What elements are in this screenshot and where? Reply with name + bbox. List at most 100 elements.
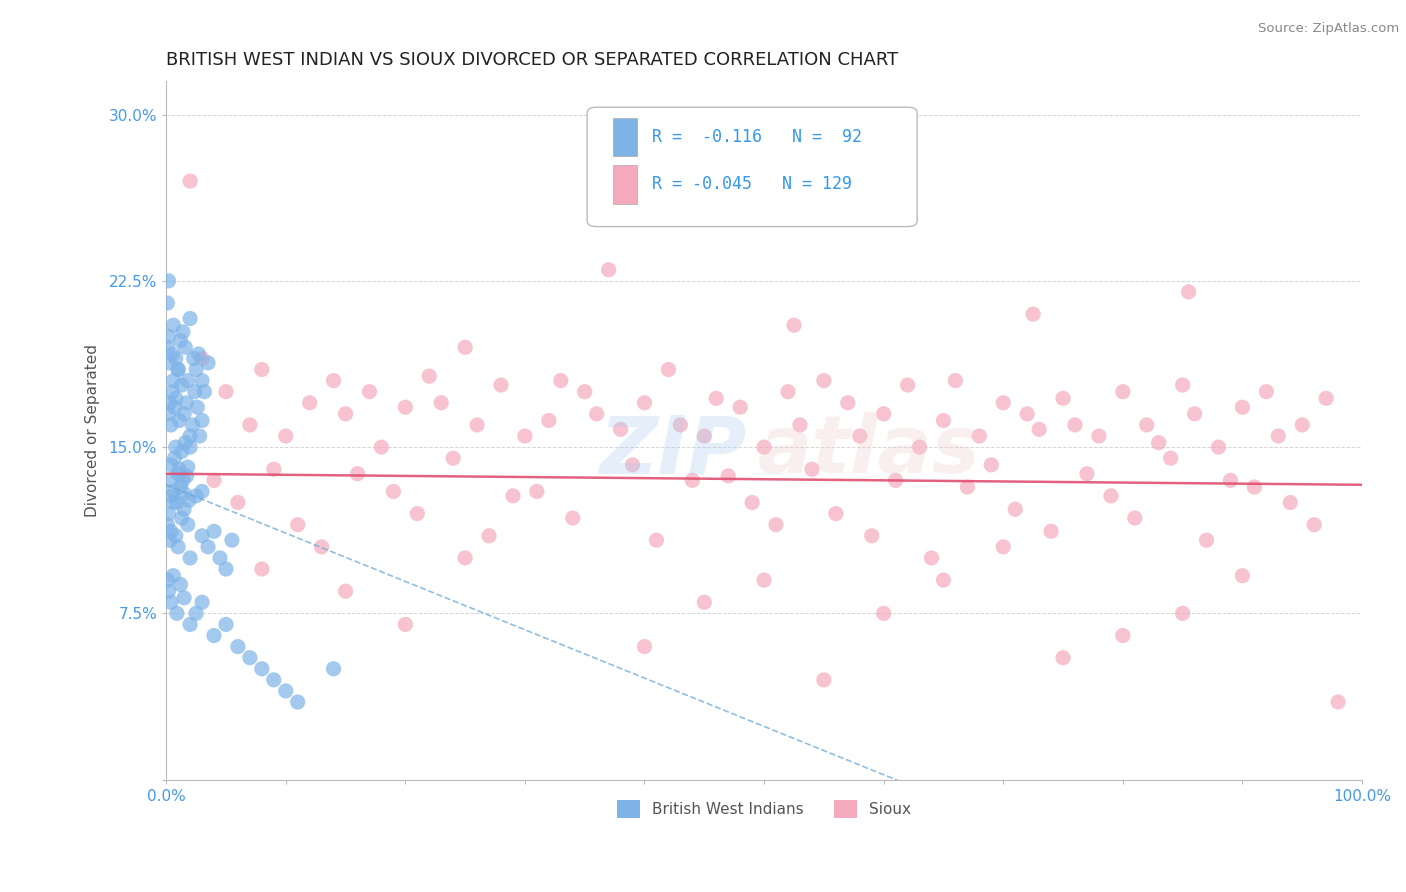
Point [311,540,333,554]
Legend: British West Indians, Sioux: British West Indians, Sioux [610,794,918,824]
Point [430,396,453,410]
Point [173,486,195,500]
Point [993,540,1015,554]
Point [166,607,188,621]
Point [860,529,883,543]
Point [184,384,207,399]
Point [1171,378,1194,392]
Point [406,507,429,521]
Point [1147,435,1170,450]
Point [359,384,381,399]
Point [167,362,190,376]
Point [160,524,183,539]
Point [752,573,775,587]
Point [160,347,183,361]
Point [186,401,208,415]
Point [177,493,200,508]
Point [741,495,763,509]
FancyBboxPatch shape [613,118,637,156]
Point [1040,524,1063,539]
Point [287,517,309,532]
Point [1171,607,1194,621]
Point [191,374,214,388]
Point [465,417,488,432]
Point [166,495,188,509]
Point [169,480,191,494]
Point [704,392,727,406]
Point [574,384,596,399]
Point [418,369,440,384]
Point [169,413,191,427]
Point [1123,511,1146,525]
Point [783,318,806,333]
Text: BRITISH WEST INDIAN VS SIOUX DIVORCED OR SEPARATED CORRELATION CHART: BRITISH WEST INDIAN VS SIOUX DIVORCED OR… [166,51,898,69]
Point [156,517,179,532]
Point [170,511,193,525]
Point [1064,417,1087,432]
Point [921,550,943,565]
Point [184,362,207,376]
Point [202,524,225,539]
Point [172,474,194,488]
Point [173,502,195,516]
Point [176,460,198,475]
Point [1112,628,1135,642]
Point [263,673,285,687]
Point [837,396,859,410]
Point [162,484,184,499]
Point [335,584,357,599]
Point [1017,407,1039,421]
Point [1195,533,1218,548]
Text: Source: ZipAtlas.com: Source: ZipAtlas.com [1258,22,1399,36]
Point [191,529,214,543]
Point [980,458,1002,472]
Point [872,407,894,421]
Point [1076,467,1098,481]
Point [250,562,273,576]
Text: R =  -0.116   N =  92: R = -0.116 N = 92 [651,128,862,146]
Point [157,274,180,288]
Point [159,356,181,370]
Point [335,407,357,421]
Point [179,429,201,443]
Point [1177,285,1199,299]
Point [1232,401,1254,415]
Point [174,340,197,354]
Point [163,401,186,415]
Point [526,484,548,499]
Point [162,318,184,333]
Point [179,550,201,565]
Point [800,462,823,476]
Point [789,417,811,432]
Point [250,362,273,376]
Point [598,262,620,277]
Point [197,356,219,370]
Point [159,396,181,410]
Point [156,573,179,587]
Point [193,384,215,399]
Point [537,413,560,427]
Point [1327,695,1350,709]
Point [872,607,894,621]
Point [454,340,477,354]
Point [993,396,1015,410]
Point [162,374,184,388]
Point [226,640,249,654]
Point [585,407,607,421]
Point [160,458,183,472]
Point [489,378,512,392]
FancyBboxPatch shape [613,165,637,203]
Point [956,480,979,494]
Point [170,444,193,458]
Point [394,617,416,632]
Point [322,374,344,388]
Point [1136,417,1159,432]
Point [160,384,183,399]
Point [165,440,187,454]
Point [441,451,464,466]
Point [263,462,285,476]
Point [322,662,344,676]
Point [202,474,225,488]
Point [176,374,198,388]
Point [897,378,920,392]
